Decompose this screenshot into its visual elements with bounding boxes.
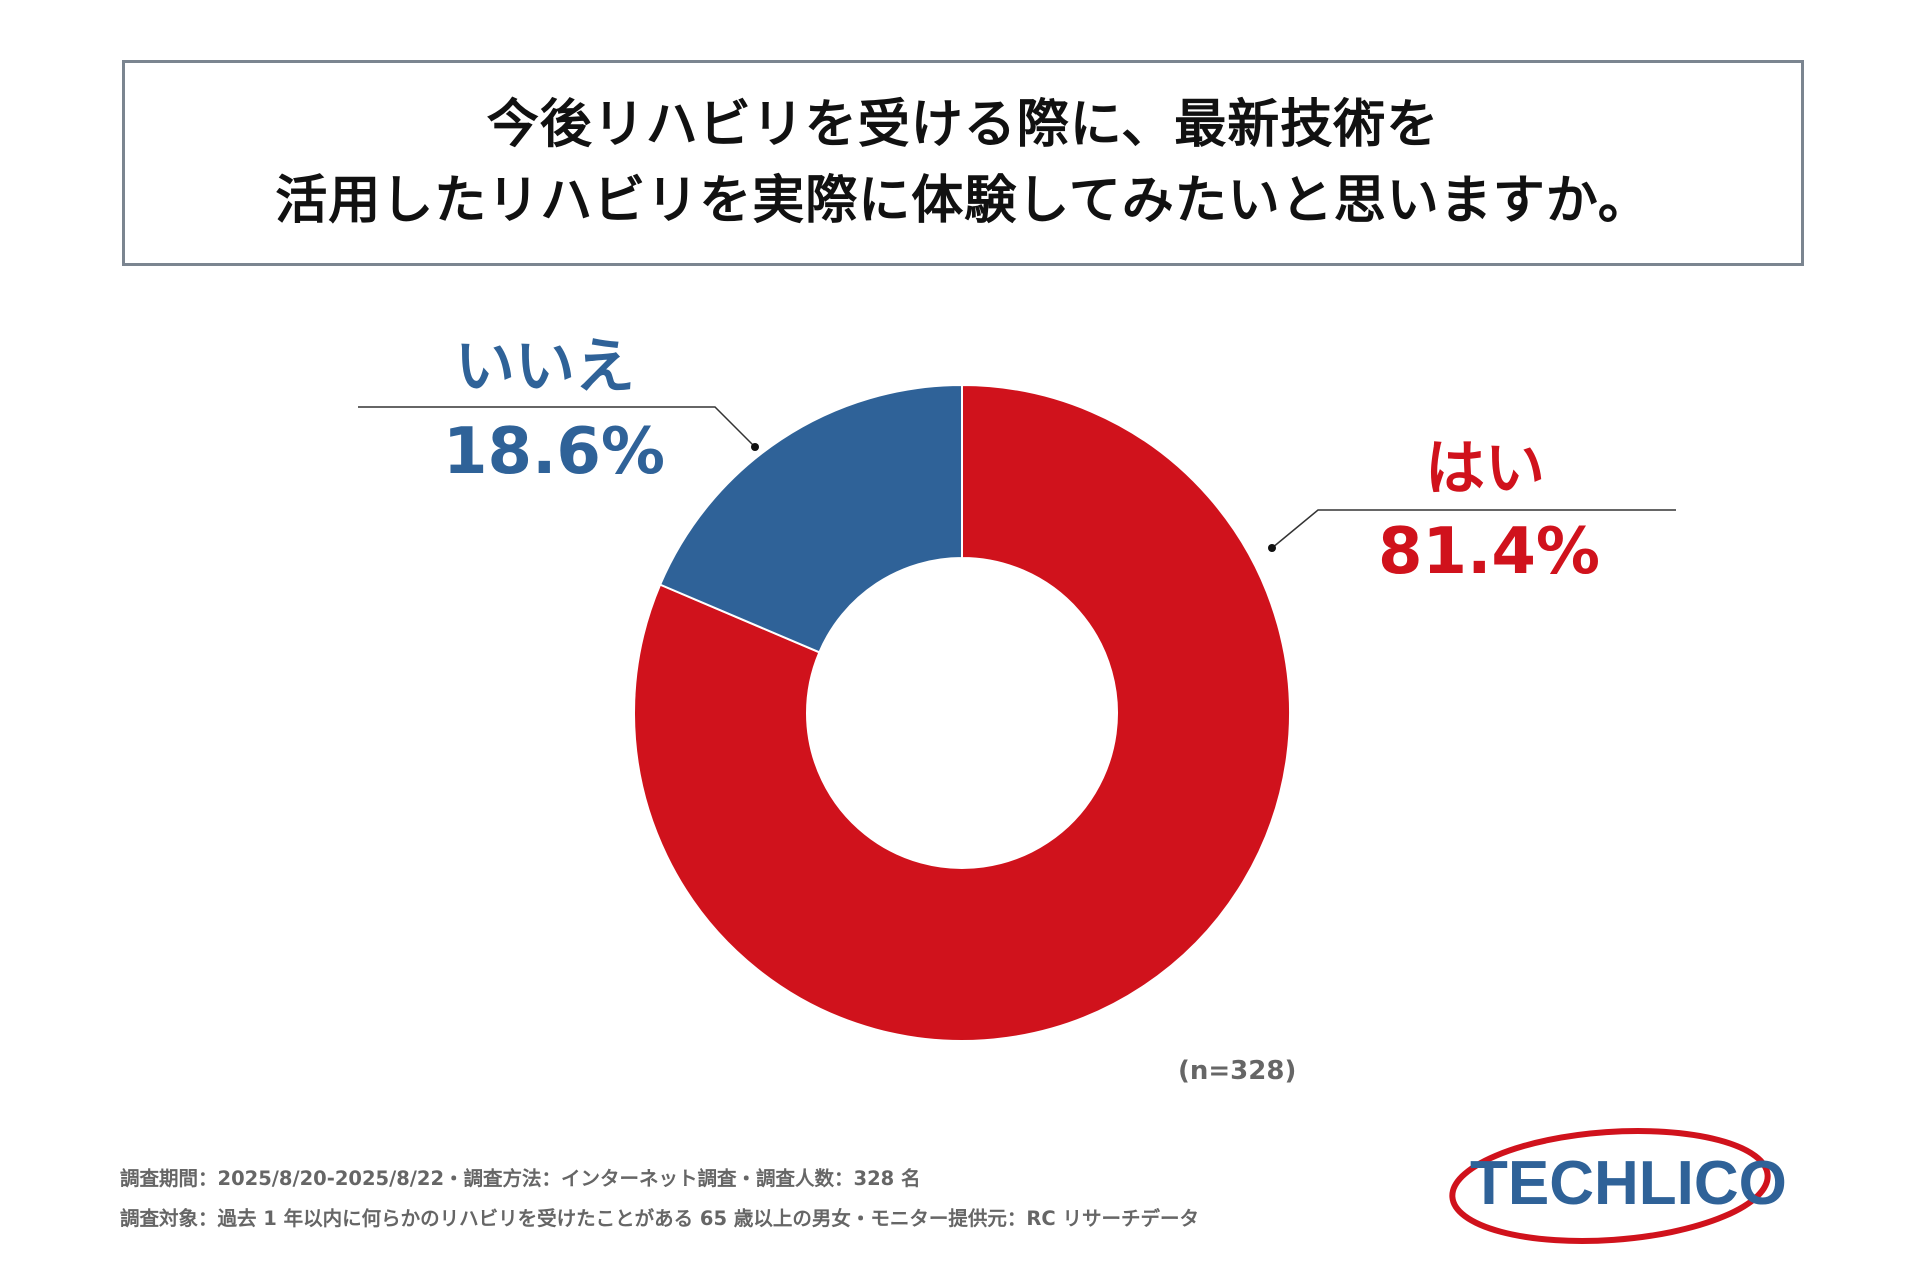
footer-survey-period: 調査期間：2025/8/20-2025/8/22・調査方法：インターネット調査・…	[120, 1167, 921, 1190]
chart-title-line-2: 活用したリハビリを実際に体験してみたいと思いますか。	[275, 171, 1651, 231]
leader-line-yes	[1271, 509, 1676, 549]
techlico-logo: TECHLICO	[1440, 1118, 1820, 1248]
logo-ring-icon	[1449, 1128, 1771, 1244]
chart-title-line-1: 今後リハビリを受ける際に、最新技術を	[486, 95, 1440, 155]
footer-survey-target: 調査対象：過去 1 年以内に何らかのリハビリを受けたことがある 65 歳以上の男…	[120, 1207, 1199, 1230]
sample-size: (n=328)	[1178, 1056, 1297, 1086]
leader-line-no	[358, 406, 756, 448]
slice-label-no: いいえ	[455, 332, 635, 402]
slice-value-yes: 81.4%	[1378, 515, 1601, 589]
slice-label-yes: はい	[1425, 434, 1545, 504]
title-box: 今後リハビリを受ける際に、最新技術を 活用したリハビリを実際に体験してみたいと思…	[122, 60, 1804, 266]
logo-text: TECHLICO	[1470, 1149, 1787, 1218]
donut-slice-no	[658, 383, 963, 654]
donut-slice-yes	[633, 383, 1291, 1042]
slice-value-no: 18.6%	[443, 415, 666, 489]
leader-line-yes-dot	[1268, 544, 1276, 552]
leader-line-no-dot	[751, 443, 759, 451]
